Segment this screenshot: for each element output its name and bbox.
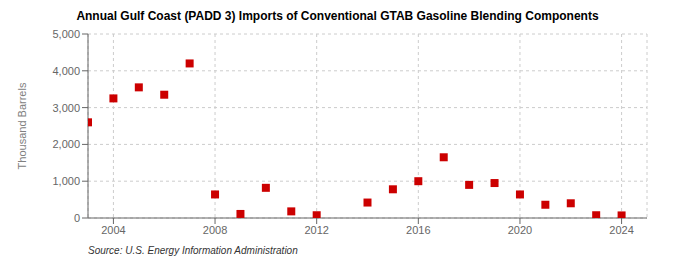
svg-text:2016: 2016 <box>406 224 430 236</box>
svg-text:2004: 2004 <box>101 224 125 236</box>
svg-text:2008: 2008 <box>203 224 227 236</box>
svg-text:1,000: 1,000 <box>52 175 80 187</box>
html-text:Annual Gulf Coast (PADD 3) Imp: Annual Gulf Coast (PADD 3) Imports of Co… <box>76 9 599 23</box>
svg-text:2020: 2020 <box>508 224 532 236</box>
svg-text:0: 0 <box>74 212 80 224</box>
svg-text:4,000: 4,000 <box>52 65 80 77</box>
svg-text:Thousand Barrels: Thousand Barrels <box>16 82 28 169</box>
svg-text:5,000: 5,000 <box>52 28 80 40</box>
svg-text:3,000: 3,000 <box>52 102 80 114</box>
svg-text:2012: 2012 <box>304 224 328 236</box>
svg-text:2024: 2024 <box>609 224 633 236</box>
svg-text:2,000: 2,000 <box>52 138 80 150</box>
html-text:Source: U.S. Energy Informatio: Source: U.S. Energy Information Administ… <box>88 245 298 256</box>
